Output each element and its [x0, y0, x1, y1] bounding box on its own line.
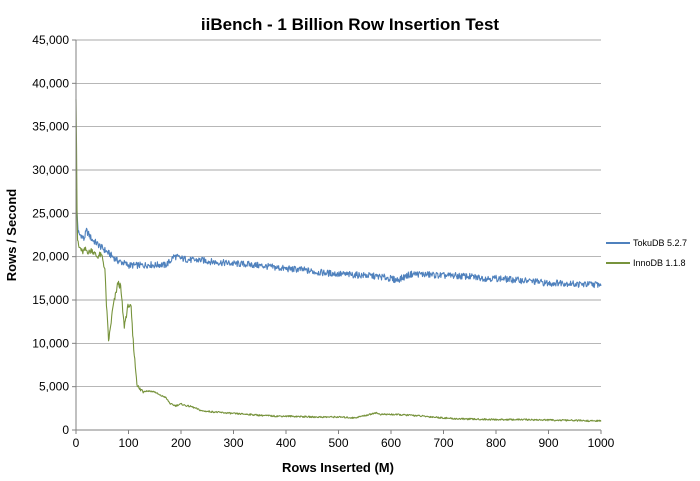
y-tick-label: 5,000 — [39, 380, 69, 394]
x-tick-label: 500 — [328, 436, 348, 450]
y-tick-label: 0 — [62, 423, 69, 437]
chart-title: iiBench - 1 Billion Row Insertion Test — [201, 15, 499, 34]
series-line-tokudb — [75, 189, 602, 289]
x-tick-label: 900 — [538, 436, 558, 450]
y-tick-label: 35,000 — [32, 120, 69, 134]
legend-label: InnoDB 1.1.8 — [633, 258, 686, 268]
y-tick-label: 15,000 — [32, 293, 69, 307]
x-axis-title: Rows Inserted (M) — [282, 460, 394, 475]
y-axis-title: Rows / Second — [4, 189, 19, 282]
y-tick-labels: 0 5,000 10,000 15,000 20,000 25,000 30,000 35,0… — [32, 33, 69, 437]
x-tick-labels: 0 100 200 300 400 500 600 700 800 900 1000 — [73, 436, 615, 450]
x-tick-label: 200 — [171, 436, 191, 450]
axes — [72, 39, 602, 434]
y-tick-label: 40,000 — [32, 76, 69, 90]
y-tick-label: 25,000 — [32, 206, 69, 220]
legend: TokuDB 5.2.7 InnoDB 1.1.8 — [606, 238, 687, 268]
x-tick-label: 300 — [223, 436, 243, 450]
legend-label: TokuDB 5.2.7 — [633, 238, 687, 248]
y-tick-label: 30,000 — [32, 163, 69, 177]
x-tick-label: 700 — [433, 436, 453, 450]
series-lines — [75, 99, 602, 423]
x-tick-label: 1000 — [588, 436, 615, 450]
y-tick-label: 45,000 — [32, 33, 69, 47]
gridlines — [76, 39, 601, 388]
x-tick-label: 600 — [381, 436, 401, 450]
y-tick-label: 20,000 — [32, 250, 69, 264]
series-line-innodb — [75, 99, 602, 423]
x-tick-label: 100 — [118, 436, 138, 450]
x-tick-label: 400 — [276, 436, 296, 450]
x-tick-label: 0 — [73, 436, 80, 450]
y-tick-label: 10,000 — [32, 336, 69, 350]
x-tick-label: 800 — [486, 436, 506, 450]
